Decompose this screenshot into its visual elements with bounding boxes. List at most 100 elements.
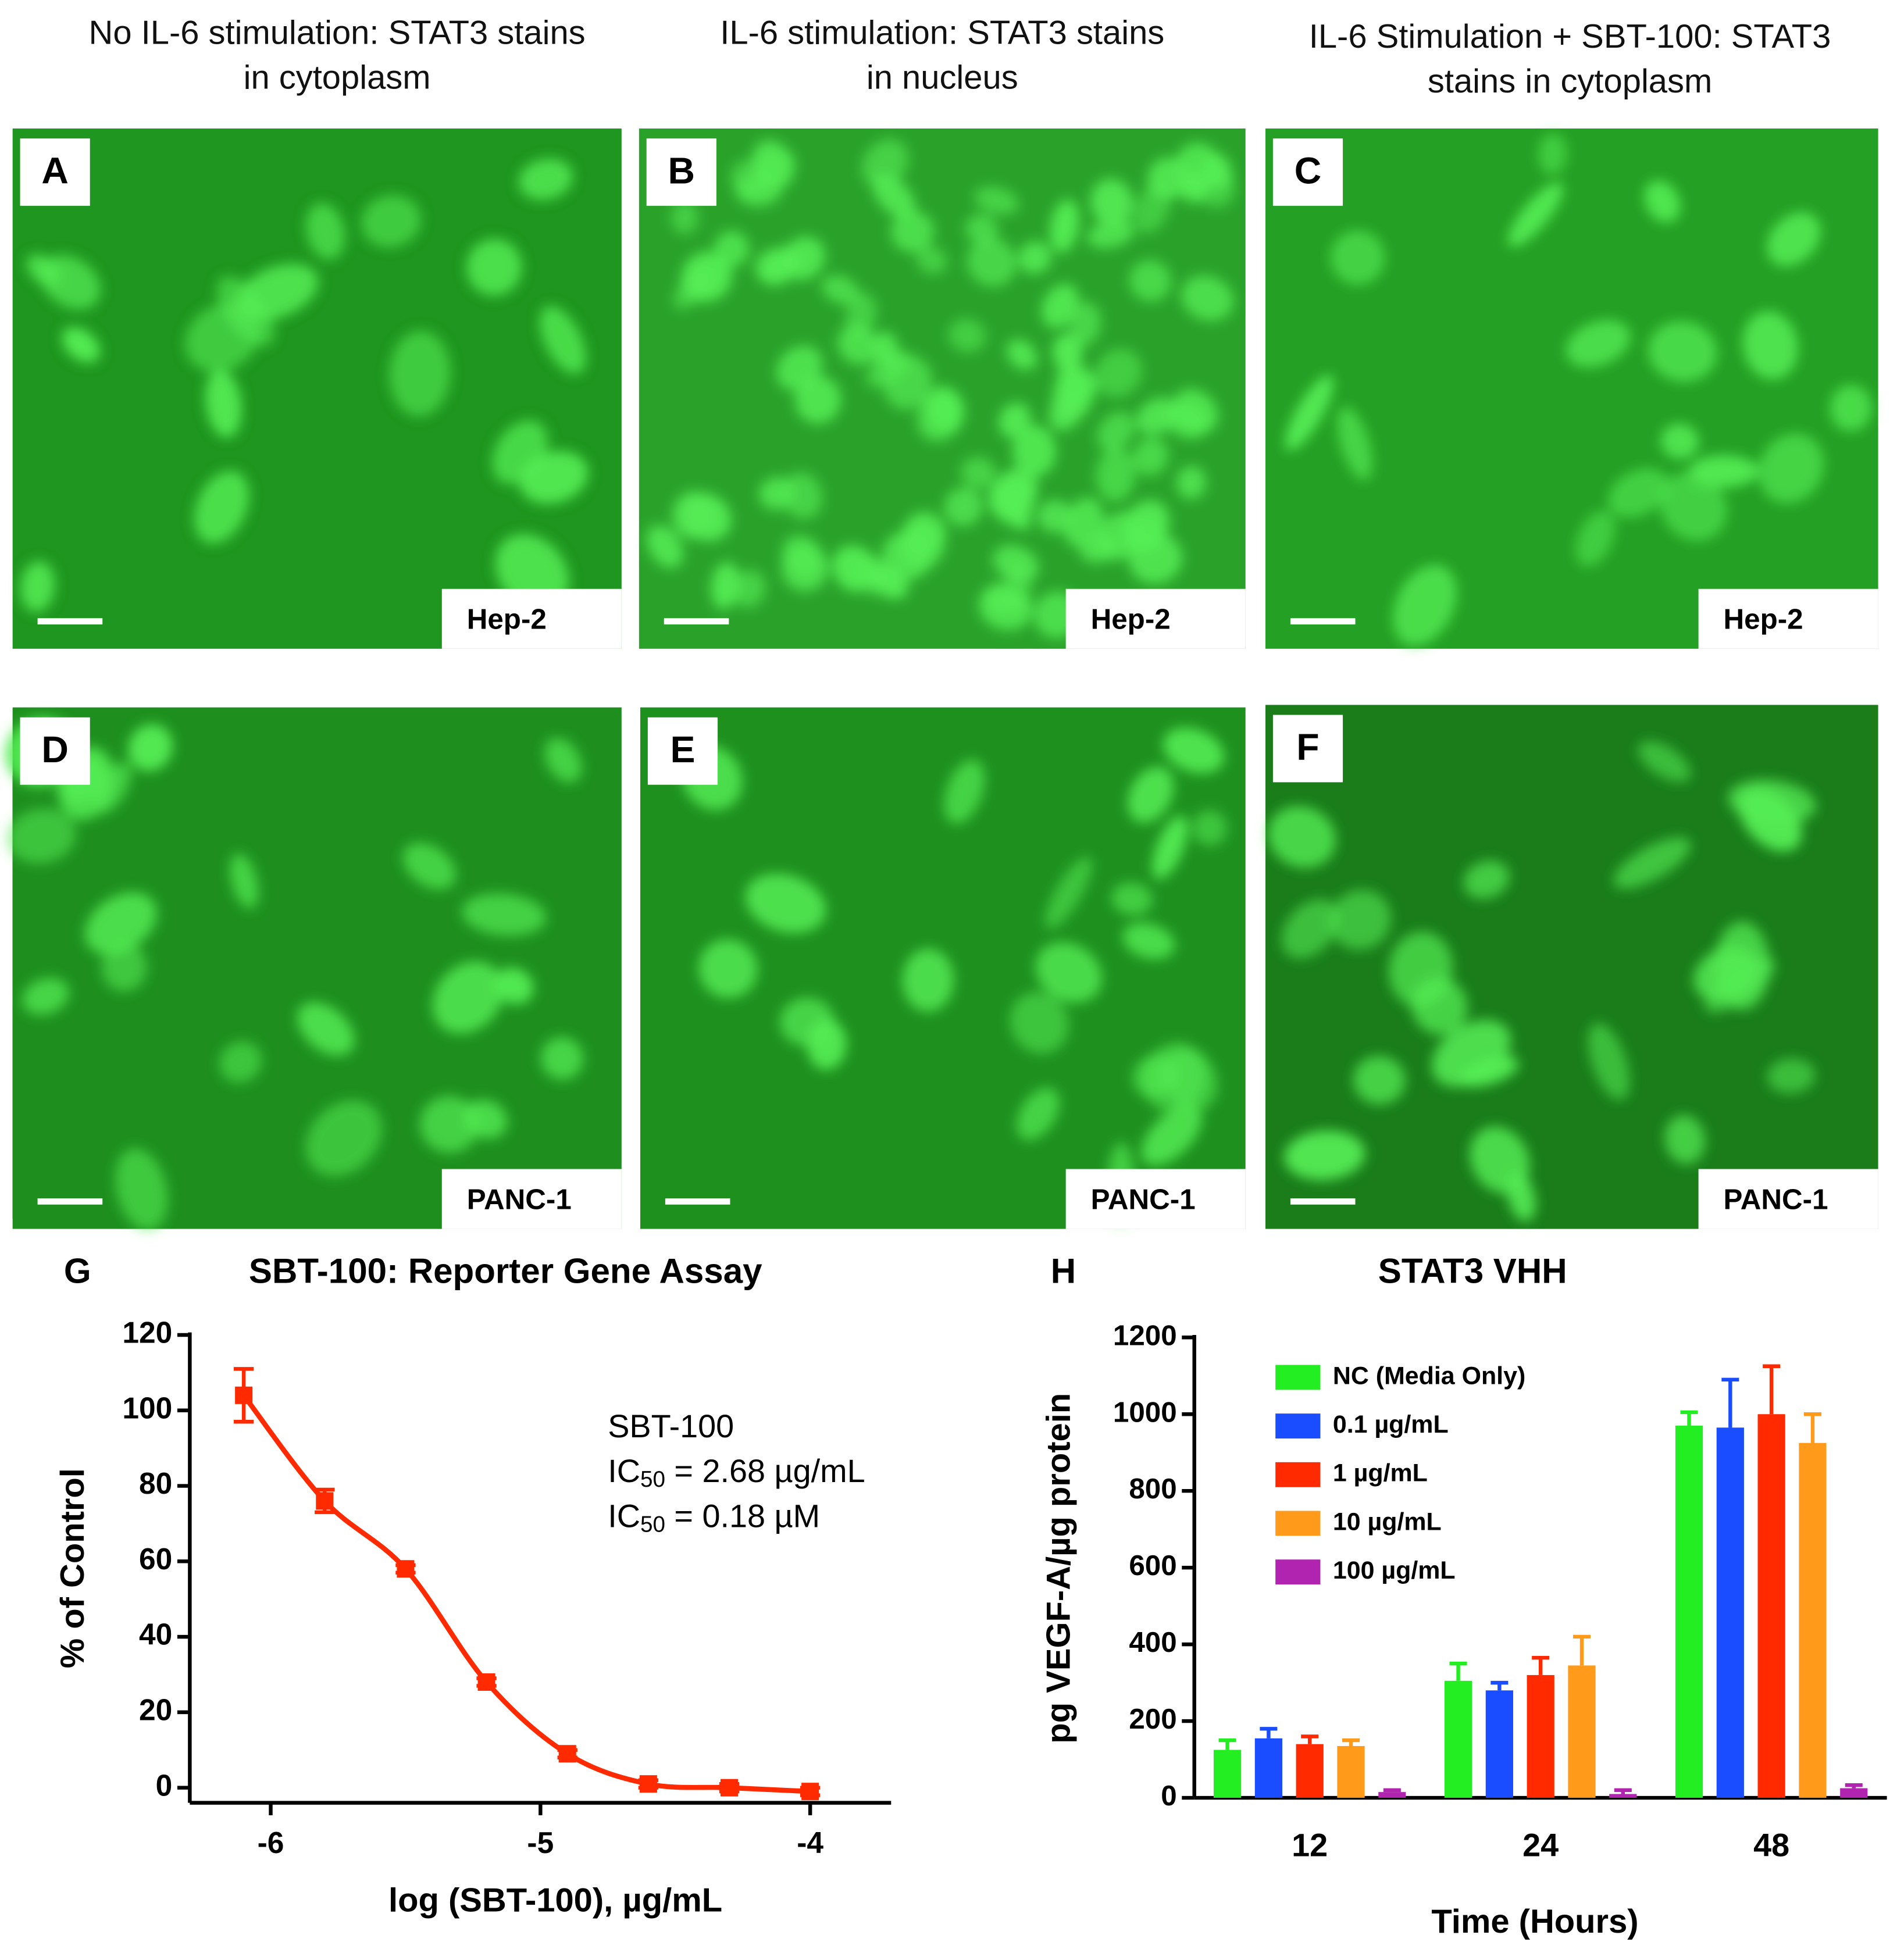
column-title: in nucleus: [867, 59, 1018, 97]
cell: [979, 584, 1032, 630]
cell: [230, 854, 259, 909]
cell: [1742, 311, 1798, 380]
cell: [539, 306, 586, 374]
cell: [236, 263, 319, 321]
cell: [1411, 977, 1468, 1035]
y-axis-label: % of Control: [54, 1468, 91, 1668]
cell: [205, 369, 242, 438]
cells: [647, 139, 1235, 638]
column-title: IL-6 Stimulation + SBT-100: STAT3: [1309, 18, 1831, 55]
panel-label: C: [1295, 149, 1321, 191]
micrograph: F PANC-1: [1265, 705, 1878, 1229]
point: [558, 1745, 576, 1763]
chart-title: SBT-100: Reporter Gene Assay: [249, 1252, 762, 1291]
cell: [219, 1041, 262, 1083]
cell: [1132, 1055, 1178, 1098]
cell: [1097, 412, 1135, 452]
cell: [759, 477, 795, 510]
cell: [402, 842, 457, 890]
cell: [1129, 260, 1171, 302]
panel-label-box: [20, 717, 90, 785]
cell: [1035, 942, 1103, 1003]
legend-swatch: [1275, 1559, 1321, 1585]
cell: [1050, 199, 1079, 253]
panel-label: A: [41, 149, 68, 191]
cell: [1124, 520, 1167, 552]
error-bar: [1383, 1788, 1401, 1793]
cell: [1096, 448, 1136, 502]
error-bar: [1449, 1661, 1467, 1681]
cell: [492, 420, 548, 484]
bar: [1675, 1426, 1703, 1798]
cell: [1012, 425, 1056, 477]
cell: [916, 247, 947, 274]
cell-line-box: [441, 588, 622, 649]
error-bar: [1572, 1634, 1591, 1666]
column-title: stains in cytoplasm: [1428, 63, 1712, 100]
cells: [1285, 133, 1872, 646]
micrograph-background: [1265, 128, 1878, 649]
cell: [1470, 1126, 1530, 1194]
x-axis-label: Time (Hours): [1431, 1903, 1638, 1940]
x-axis-label: log (SBT-100), µg/mL: [388, 1882, 722, 1919]
cell: [1053, 333, 1083, 372]
cell-line: PANC-1: [1091, 1183, 1196, 1215]
cells: [1268, 741, 1816, 1222]
cell: [862, 139, 908, 188]
cell-line: Hep-2: [1724, 604, 1803, 636]
cell: [101, 942, 147, 992]
cell: [711, 562, 740, 609]
cell: [85, 892, 157, 955]
panel-label-box: [647, 717, 718, 785]
legend-swatch: [1275, 1413, 1321, 1439]
cell: [1147, 157, 1189, 199]
annotation: IC50 = 0.18 µM: [608, 1498, 820, 1537]
cell: [965, 214, 999, 245]
bar: [1527, 1675, 1554, 1798]
panel-label-box: [646, 138, 716, 206]
cell: [1141, 1105, 1202, 1166]
cell-line: PANC-1: [467, 1183, 572, 1215]
cell: [1463, 861, 1510, 899]
micrograph: B Hep-2: [639, 128, 1246, 649]
column-title: in cytoplasm: [244, 59, 431, 97]
cell: [1127, 766, 1174, 823]
bar: [1609, 1794, 1637, 1798]
point: [235, 1386, 253, 1404]
cell: [926, 386, 963, 432]
bar: [1716, 1427, 1744, 1798]
cell-line-box: [441, 1169, 622, 1229]
cell: [1152, 815, 1188, 880]
cell: [7, 808, 76, 864]
y-tick-label: 800: [1129, 1473, 1176, 1505]
cell: [361, 195, 421, 248]
y-tick-label: 60: [139, 1542, 172, 1576]
y-tick-label: 120: [122, 1316, 172, 1349]
error-bar: [1301, 1734, 1319, 1744]
cell: [62, 327, 101, 363]
legend-label: 1 µg/mL: [1333, 1459, 1428, 1487]
cell: [992, 488, 1031, 530]
cell: [948, 319, 986, 352]
cell: [1192, 810, 1228, 846]
cell: [185, 303, 260, 372]
cell: [1111, 882, 1153, 916]
chart-title: STAT3 VHH: [1378, 1252, 1567, 1291]
cell: [754, 249, 795, 285]
cell: [795, 376, 841, 424]
bar: [1444, 1680, 1472, 1798]
x-tick-label: 24: [1522, 1827, 1559, 1863]
cell-line-box: [1065, 1169, 1246, 1229]
cell: [1659, 472, 1727, 541]
cell: [128, 724, 173, 772]
cell: [1660, 423, 1699, 459]
cell: [1575, 510, 1616, 566]
cell: [1094, 349, 1142, 398]
panel-label: F: [1296, 726, 1319, 768]
cell: [1163, 727, 1225, 774]
cell: [745, 873, 826, 933]
cell: [714, 231, 750, 267]
cell: [1664, 1115, 1706, 1164]
bar: [1378, 1792, 1406, 1798]
cell: [1285, 375, 1334, 451]
